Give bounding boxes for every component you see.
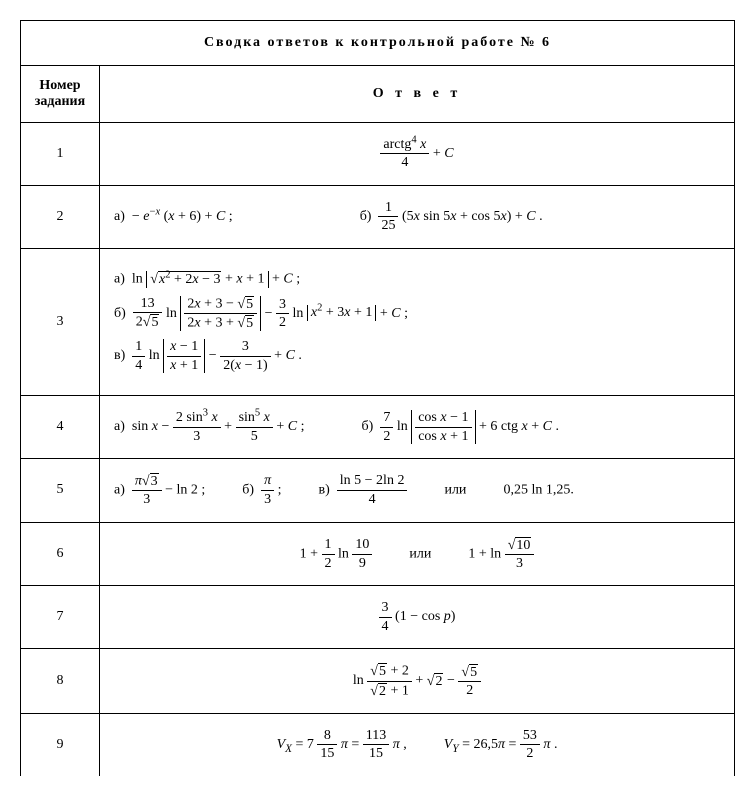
answer-cell: arctg4 x4 + C	[100, 123, 735, 186]
answer-cell: а) ln x2 + 2x − 3 + x + 1 + C ; б) 1325 …	[100, 248, 735, 396]
answers-table: Сводка ответов к контрольной работе № 6 …	[20, 20, 735, 776]
part-b-label: б)	[362, 419, 374, 434]
header-number: Номер задания	[21, 66, 100, 123]
alt-value: 0,25 ln 1,25.	[503, 483, 573, 498]
or-label: или	[409, 546, 431, 561]
table-row: 4 а) sin x − 2 sin3 x3 + sin5 x5 + C ; б…	[21, 396, 735, 459]
table-row: 7 34 (1 − cos p)	[21, 586, 735, 649]
task-number: 4	[21, 396, 100, 459]
table-row: 1 arctg4 x4 + C	[21, 123, 735, 186]
answer-cell: 1 + 12 ln 109 или 1 + ln 103	[100, 522, 735, 586]
table-row: 8 ln 5 + 22 + 1 + 2 − 52	[21, 649, 735, 714]
task-number: 7	[21, 586, 100, 649]
part-v-label: в)	[114, 348, 125, 363]
task-number: 8	[21, 649, 100, 714]
task-number: 2	[21, 185, 100, 248]
answer-cell: а) π33 − ln 2 ; б) π3 ; в) ln 5 − 2ln 24…	[100, 458, 735, 522]
part-a-label: а)	[114, 271, 125, 286]
answer-cell: 34 (1 − cos p)	[100, 586, 735, 649]
table-title: Сводка ответов к контрольной работе № 6	[21, 21, 735, 66]
answer-cell: а) sin x − 2 sin3 x3 + sin5 x5 + C ; б) …	[100, 396, 735, 459]
part-a-label: а)	[114, 483, 125, 498]
part-v-label: в)	[318, 483, 329, 498]
task-number: 6	[21, 522, 100, 586]
answer-cell: VX = 7 815 π = 11315 π , VY = 26,5π = 53…	[100, 714, 735, 776]
part-b-label: б)	[242, 483, 254, 498]
task-number: 1	[21, 123, 100, 186]
answer-cell: а) − e−x (x + 6) + C ; б) 125 (5x sin 5x…	[100, 185, 735, 248]
table-row: 3 а) ln x2 + 2x − 3 + x + 1 + C ; б) 132…	[21, 248, 735, 396]
task-number: 3	[21, 248, 100, 396]
part-a-label: а)	[114, 419, 125, 434]
part-b-label: б)	[114, 306, 126, 321]
part-b-label: б)	[360, 209, 372, 224]
table-row: 9 VX = 7 815 π = 11315 π , VY = 26,5π = …	[21, 714, 735, 776]
answer-cell: ln 5 + 22 + 1 + 2 − 52	[100, 649, 735, 714]
header-answer: О т в е т	[100, 66, 735, 123]
task-number: 5	[21, 458, 100, 522]
table-row: 6 1 + 12 ln 109 или 1 + ln 103	[21, 522, 735, 586]
table-row: 2 а) − e−x (x + 6) + C ; б) 125 (5x sin …	[21, 185, 735, 248]
or-label: или	[444, 483, 466, 498]
task-number: 9	[21, 714, 100, 776]
part-a-label: а)	[114, 209, 125, 224]
table-row: 5 а) π33 − ln 2 ; б) π3 ; в) ln 5 − 2ln …	[21, 458, 735, 522]
